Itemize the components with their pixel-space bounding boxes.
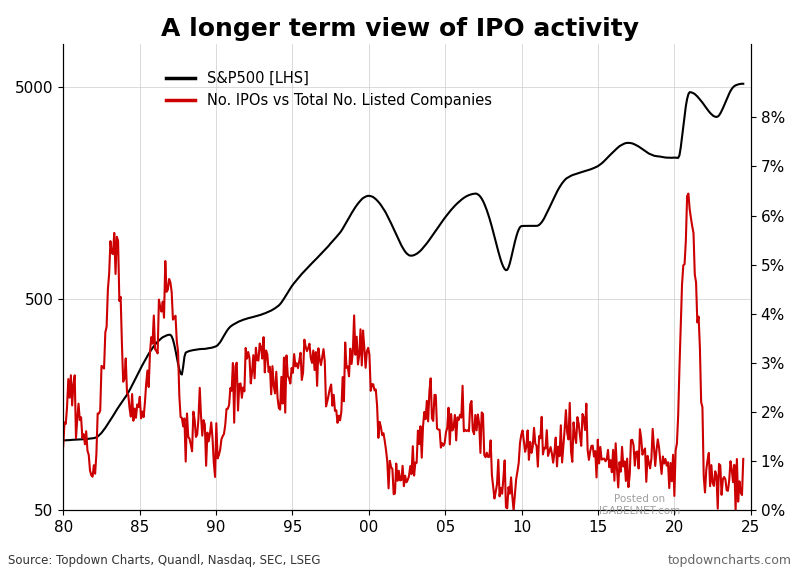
Text: Source: Topdown Charts, Quandl, Nasdaq, SEC, LSEG: Source: Topdown Charts, Quandl, Nasdaq, … [8,554,321,567]
Text: A longer term view of IPO activity: A longer term view of IPO activity [161,17,639,41]
Text: topdowncharts.com: topdowncharts.com [668,554,792,567]
Legend: S&P500 [LHS], No. IPOs vs Total No. Listed Companies: S&P500 [LHS], No. IPOs vs Total No. List… [160,65,498,114]
Text: Posted on
ISABELNET.com: Posted on ISABELNET.com [599,494,681,516]
